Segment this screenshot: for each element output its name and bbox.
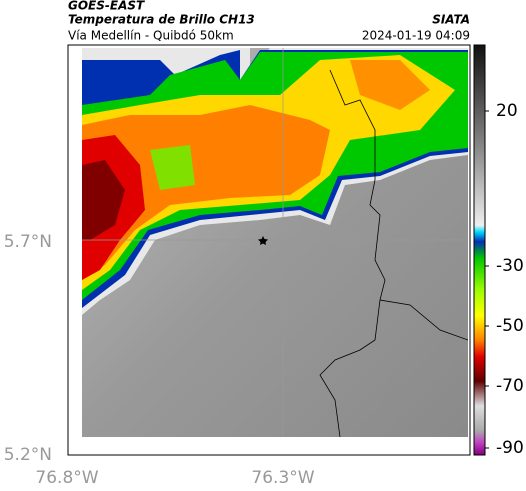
colorbar-label: -30 xyxy=(496,256,524,276)
colorbar-label: -90 xyxy=(496,438,524,458)
longitude-label: 76.3°W xyxy=(251,468,314,488)
timestamp: 2024-01-19 04:09 xyxy=(362,29,470,43)
colorbar xyxy=(473,44,486,456)
satellite-image xyxy=(82,48,468,437)
latitude-label: 5.2°N xyxy=(4,445,52,465)
latitude-label: 5.7°N xyxy=(4,232,52,252)
colorbar-ticks xyxy=(485,110,489,449)
colorbar-label: -70 xyxy=(496,376,524,396)
product: Temperatura de Brillo CH13 xyxy=(68,13,255,27)
source: SIATA xyxy=(432,13,470,27)
satellite: GOES-EAST xyxy=(68,0,145,13)
longitude-label: 76.8°W xyxy=(35,468,98,488)
route: Vía Medellín - Quibdó 50km xyxy=(68,29,234,43)
colorbar-label: -50 xyxy=(496,316,524,336)
map-frame xyxy=(67,44,471,456)
colorbar-label: 20 xyxy=(496,101,518,121)
